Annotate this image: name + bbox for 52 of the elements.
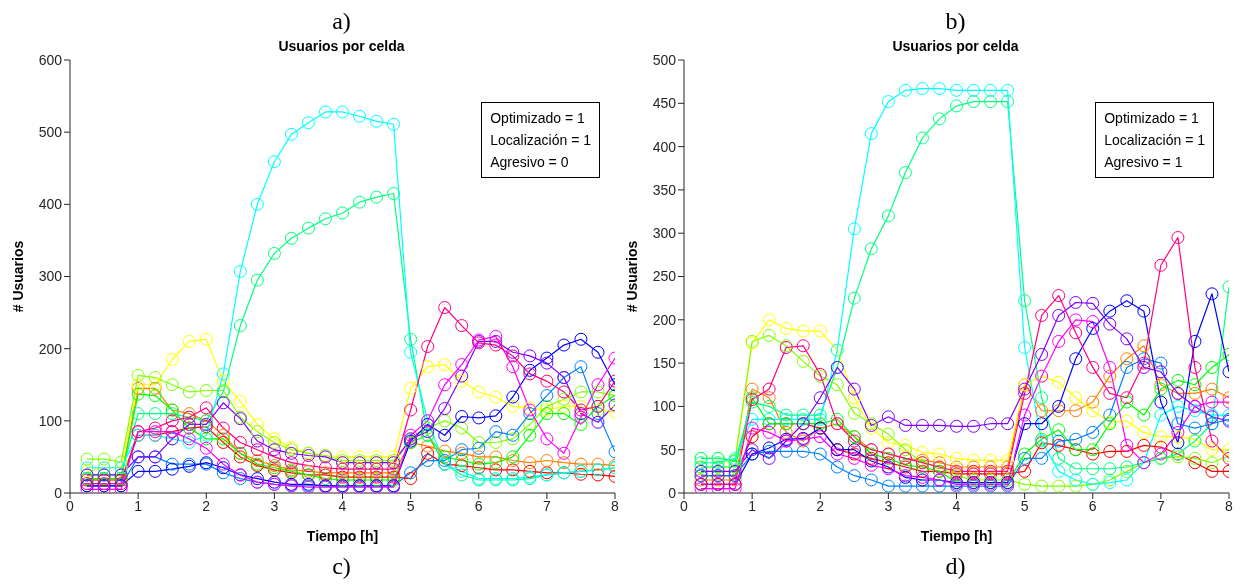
y-tick-label: 200: [38, 340, 63, 357]
x-tick-label: 1: [134, 497, 143, 514]
annotation: Optimizado = 1: [490, 109, 586, 128]
x-tick-label: 0: [680, 497, 689, 514]
x-tick-label: 4: [338, 497, 347, 514]
x-tick-label: 5: [1020, 497, 1029, 514]
annotation: Agresivo = 1: [1104, 153, 1184, 172]
y-axis-title: # Usuarios: [623, 240, 640, 313]
x-tick-label: 1: [748, 497, 757, 514]
x-axis-title: Tiempo [h]: [920, 528, 993, 544]
x-tick-label: 7: [542, 497, 551, 514]
x-tick-label: 6: [1088, 497, 1097, 514]
y-axis-title: # Usuarios: [9, 240, 26, 313]
annotation: Optimizado = 1: [1104, 109, 1200, 128]
y-tick-label: 400: [652, 138, 677, 155]
x-tick-label: 7: [1156, 497, 1165, 514]
y-tick-label: 250: [652, 268, 677, 285]
x-tick-label: 3: [884, 497, 893, 514]
y-tick-label: 0: [54, 484, 63, 501]
x-tick-label: 2: [202, 497, 211, 514]
y-tick-label: 0: [668, 484, 677, 501]
x-tick-label: 3: [270, 497, 279, 514]
x-tick-label: 6: [474, 497, 483, 514]
chart-title: Usuarios por celda: [891, 38, 1020, 54]
y-tick-label: 300: [652, 225, 677, 242]
annotation: Localización = 1: [1104, 131, 1205, 150]
y-tick-label: 600: [38, 51, 63, 68]
y-tick-label: 150: [652, 355, 677, 372]
y-tick-label: 450: [652, 95, 677, 112]
y-tick-label: 500: [652, 51, 677, 68]
y-tick-label: 500: [38, 124, 63, 141]
chart-title: Usuarios por celda: [277, 38, 406, 54]
x-tick-label: 4: [952, 497, 961, 514]
annotation: Agresivo = 0: [490, 153, 570, 172]
y-tick-label: 400: [38, 196, 63, 213]
text: b): [944, 8, 967, 35]
y-tick-label: 100: [38, 412, 63, 429]
x-tick-label: 8: [1225, 497, 1234, 514]
text: a): [331, 8, 352, 35]
x-tick-label: 8: [611, 497, 620, 514]
x-tick-label: 0: [66, 497, 75, 514]
y-tick-label: 350: [652, 181, 677, 198]
x-axis-title: Tiempo [h]: [306, 528, 379, 544]
x-tick-label: 5: [406, 497, 415, 514]
x-tick-label: 2: [816, 497, 825, 514]
y-tick-label: 300: [38, 268, 63, 285]
y-tick-label: 100: [652, 398, 677, 415]
text: d): [944, 553, 967, 580]
y-tick-label: 200: [652, 311, 677, 328]
y-tick-label: 50: [660, 441, 677, 458]
text: c): [331, 553, 352, 580]
annotation: Localización = 1: [490, 131, 591, 150]
